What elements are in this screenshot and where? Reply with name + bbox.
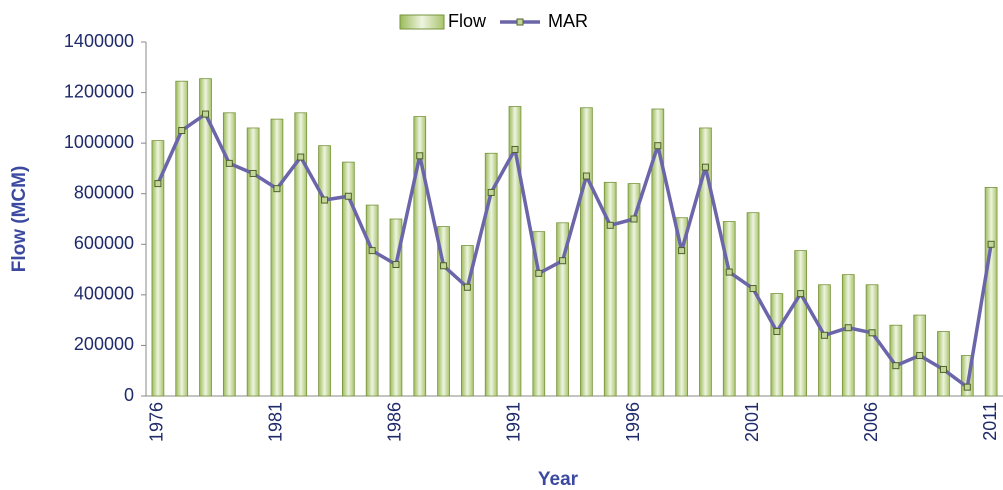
line-marker [773,328,781,336]
bar [151,140,165,397]
y-tick-label: 200000 [74,334,134,354]
line-marker [987,240,995,248]
line-marker [178,127,186,134]
bar [222,112,236,397]
line-marker [440,262,448,270]
bar [413,116,427,397]
bar [699,127,712,397]
bar [246,127,260,397]
line-marker [463,283,471,291]
line-marker [725,268,733,276]
bar [651,108,665,397]
y-tick-label: 1400000 [64,31,134,51]
bar [294,112,308,397]
bar [746,212,760,397]
line-marker [630,215,638,223]
bar [675,217,688,397]
line-marker [701,163,709,171]
line-marker [225,159,233,167]
line-marker [820,331,828,339]
line-marker [154,180,162,188]
bar [270,118,284,397]
bar [603,181,617,397]
line-marker [511,145,519,153]
x-tick-label: 2001 [742,402,762,442]
bar [508,106,522,397]
x-tick-label: 1991 [504,402,524,442]
line-marker [797,290,805,298]
y-tick-label: 1200000 [64,81,134,101]
line-marker [344,192,352,200]
bar [461,245,474,397]
bar [794,250,808,397]
legend: Flow MAR [399,11,588,31]
bar [556,222,569,397]
y-axis-title: Flow (MCM) [9,166,30,273]
line-marker [249,169,257,177]
legend-swatch-marker [516,18,524,26]
bar [722,221,736,397]
line-marker [678,247,686,255]
legend-swatch [399,14,445,30]
line-marker [606,221,614,229]
y-tick-label: 600000 [74,233,134,253]
x-tick-label: 1976 [147,402,167,442]
bar [389,218,403,397]
bar [770,293,784,397]
line-marker [916,352,924,360]
x-tick-label: 1996 [623,402,643,442]
bar [627,183,641,397]
bar [841,274,855,397]
x-tick-label: 1986 [385,402,405,442]
line [156,112,993,389]
bar [532,231,546,397]
y-tick-label: 1000000 [64,132,134,152]
line-marker [868,329,876,337]
bar [341,161,355,397]
bar [580,107,593,397]
bar [937,331,950,397]
x-tick-label: 2011 [980,402,1000,441]
bar [437,226,450,397]
line-marker [368,247,376,255]
y-tick-label: 800000 [74,182,134,202]
legend-label: MAR [548,11,588,31]
line-marker [416,152,424,160]
line-marker [392,261,400,269]
legend-label: Flow [448,11,487,31]
bar [889,324,903,397]
line-marker [202,110,210,118]
bar [818,284,831,397]
bar [984,186,998,397]
bar [960,355,974,397]
line-marker [844,324,852,332]
bar [484,152,498,397]
bar [318,145,331,397]
x-tick-label: 2006 [861,402,881,442]
bar [175,80,189,397]
line-marker [749,285,757,293]
line-marker [559,257,567,265]
line-marker [582,172,590,180]
line-marker [273,185,281,193]
x-tick-label: 1981 [266,402,286,442]
line-marker [654,142,662,150]
bar [199,78,212,397]
x-axis-title: Year [538,469,579,490]
bar [365,204,379,397]
line-marker [321,196,329,204]
y-tick-label: 400000 [74,284,134,304]
line-marker [939,365,947,373]
line-marker [487,188,495,196]
line-marker [297,153,305,161]
line-marker [892,362,900,370]
y-tick-label: 0 [124,385,134,405]
line-marker [535,269,543,277]
line-marker [963,383,971,391]
